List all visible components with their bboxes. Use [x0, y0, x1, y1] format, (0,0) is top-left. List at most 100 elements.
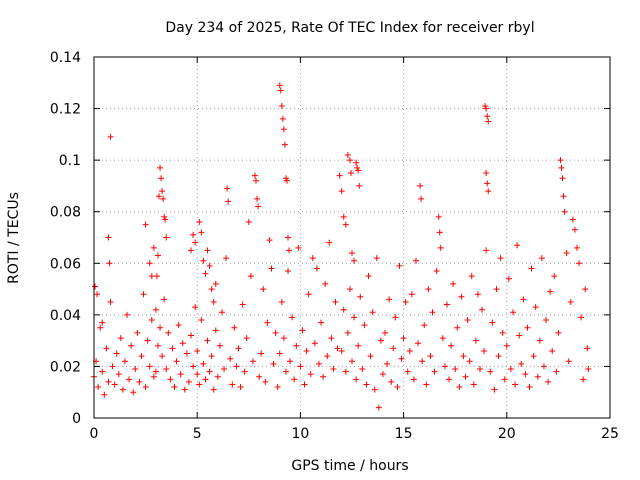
- axes: 0 5 10 15 20 25 0 0.02 0.04 0.06 0.08 0.1 0.12 0.14: [50, 50, 619, 442]
- data-point: [402, 298, 409, 305]
- data-point: [349, 249, 355, 256]
- data-point: [216, 342, 223, 349]
- data-point: [289, 314, 296, 321]
- data-point: [276, 350, 283, 357]
- data-point: [484, 180, 491, 187]
- data-point: [470, 381, 477, 388]
- data-point: [140, 291, 147, 298]
- data-point: [119, 386, 126, 393]
- x-tick-label: 10: [291, 426, 309, 442]
- data-point: [231, 324, 238, 331]
- data-point: [580, 376, 587, 383]
- data-point: [418, 195, 425, 202]
- data-point: [431, 368, 438, 375]
- x-tick-label: 15: [395, 426, 413, 442]
- data-point: [530, 353, 537, 360]
- data-point: [301, 381, 308, 388]
- data-point: [485, 118, 492, 125]
- data-point: [427, 353, 434, 360]
- data-point: [518, 360, 525, 367]
- data-point: [150, 373, 157, 380]
- data-point: [328, 335, 335, 342]
- data-point: [503, 342, 510, 349]
- data-point: [536, 337, 543, 344]
- data-point: [565, 358, 572, 365]
- data-point: [392, 314, 399, 321]
- data-point: [198, 317, 205, 324]
- data-point: [106, 260, 113, 267]
- data-point: [223, 255, 230, 262]
- data-point: [150, 244, 157, 251]
- data-point: [483, 170, 490, 177]
- data-point: [192, 239, 199, 246]
- data-point: [117, 335, 124, 342]
- data-point: [268, 265, 275, 272]
- data-point: [202, 376, 209, 383]
- data-point: [105, 378, 112, 385]
- data-point: [390, 345, 397, 352]
- data-point: [313, 265, 320, 272]
- data-point: [355, 167, 362, 174]
- data-point: [126, 376, 133, 383]
- x-tick-label: 5: [193, 426, 202, 442]
- data-point: [157, 324, 164, 331]
- data-point: [109, 363, 116, 370]
- data-point: [185, 378, 192, 385]
- data-point: [543, 317, 550, 324]
- data-point: [448, 342, 455, 349]
- data-point: [196, 381, 203, 388]
- data-point: [272, 329, 279, 336]
- data-point: [524, 324, 531, 331]
- data-point: [132, 366, 139, 373]
- data-point: [266, 237, 273, 244]
- data-point: [285, 234, 292, 241]
- data-point: [499, 329, 506, 336]
- data-point: [353, 376, 360, 383]
- data-point: [171, 384, 178, 391]
- data-point: [103, 345, 110, 352]
- y-tick-label: 0.04: [50, 308, 81, 324]
- data-point: [482, 102, 489, 109]
- data-point: [224, 185, 231, 192]
- data-point: [280, 126, 287, 133]
- data-point: [560, 193, 567, 200]
- data-point: [361, 322, 368, 329]
- data-point: [483, 105, 490, 112]
- data-point: [491, 386, 498, 393]
- data-point: [194, 371, 201, 378]
- data-point: [130, 389, 137, 396]
- data-point: [359, 366, 366, 373]
- data-point: [227, 355, 234, 362]
- data-point: [460, 353, 467, 360]
- data-point: [286, 247, 293, 254]
- data-point: [386, 296, 393, 303]
- data-point: [474, 291, 481, 298]
- data-point: [202, 270, 209, 277]
- data-point: [476, 366, 483, 373]
- data-point: [585, 366, 592, 373]
- data-point: [281, 141, 288, 148]
- data-point: [212, 280, 219, 287]
- data-point: [421, 322, 428, 329]
- data-point: [351, 257, 358, 264]
- data-point: [204, 247, 211, 254]
- data-point: [307, 371, 314, 378]
- data-point: [162, 216, 169, 223]
- data-point: [344, 151, 351, 158]
- data-point: [206, 262, 213, 269]
- data-point: [497, 255, 504, 262]
- data-point: [262, 378, 269, 385]
- data-point: [198, 229, 205, 236]
- data-point: [99, 368, 106, 375]
- data-point: [107, 133, 114, 140]
- data-point: [410, 376, 417, 383]
- data-point: [346, 157, 353, 164]
- data-point: [441, 363, 448, 370]
- data-point: [200, 257, 207, 264]
- data-point: [514, 242, 521, 249]
- data-point: [121, 358, 128, 365]
- data-point: [326, 239, 333, 246]
- data-point: [107, 298, 114, 305]
- data-point: [160, 195, 167, 202]
